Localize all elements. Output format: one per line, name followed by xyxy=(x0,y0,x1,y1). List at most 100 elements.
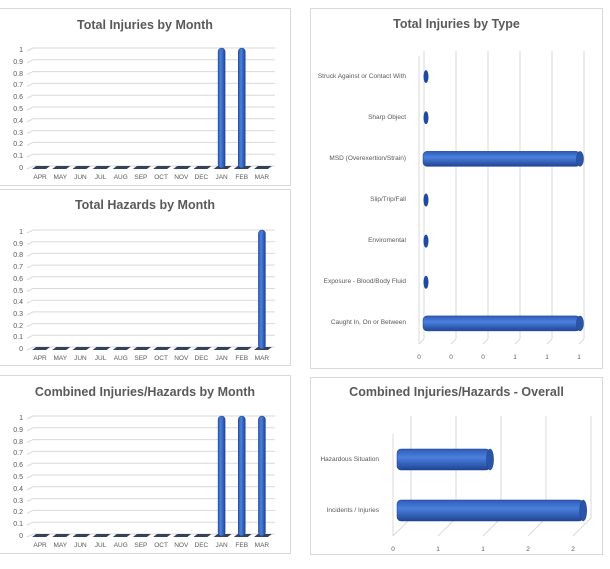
chart-title: Total Injuries by Type xyxy=(393,17,520,31)
y-axis-tick: 0.9 xyxy=(13,426,23,434)
y-axis-tick: 0.2 xyxy=(13,322,23,330)
chart-combined-overall: Combined Injuries/Hazards - Overall 0 1 1 2… xyxy=(310,377,603,555)
x-axis-tick: MAR xyxy=(254,174,270,181)
x-axis-tick: FEB xyxy=(235,542,249,549)
y-axis-tick: 0.3 xyxy=(13,497,23,505)
y-axis-tick: 0 xyxy=(19,165,23,172)
x-axis-tick: 1 xyxy=(481,546,485,553)
x-axis-tick: 0 xyxy=(391,546,395,553)
x-axis-tick: 1 xyxy=(577,354,581,361)
y-axis-tick: 0.9 xyxy=(13,58,23,66)
y-axis-tick: 0.8 xyxy=(13,70,23,78)
x-axis-tick: JUL xyxy=(94,542,107,549)
y-axis-tick: 0.5 xyxy=(13,106,23,113)
x-axis-tick: 1 xyxy=(513,354,517,361)
chart-title: Combined Injuries/Hazards by Month xyxy=(34,385,256,399)
y-axis-tick: 0.4 xyxy=(13,299,23,307)
x-axis-tick: OCT xyxy=(154,174,168,181)
x-axis-tick: SEP xyxy=(134,174,148,181)
chart-plot-area xyxy=(418,51,585,345)
y-axis-tick: 0.7 xyxy=(13,450,23,458)
x-axis-tick: 2 xyxy=(526,546,530,553)
y-axis-tick: 0.4 xyxy=(13,117,23,125)
x-axis-tick: 1 xyxy=(436,546,440,553)
y-axis-tick: 0.6 xyxy=(13,462,23,470)
category-label: Sharp Object xyxy=(368,113,406,121)
y-axis-tick: 0.5 xyxy=(13,287,23,295)
x-axis-tick: SEP xyxy=(134,355,148,362)
x-axis-tick: APR xyxy=(33,174,47,181)
x-axis-tick: APR xyxy=(33,542,47,549)
chart-injuries-by-type: Total Injuries by Type 0 0 0 1 1 1 Struck Agai… xyxy=(310,8,603,369)
y-axis-tick: 0.9 xyxy=(13,240,23,248)
category-label: Caught In, On or Between xyxy=(330,319,406,327)
y-axis-tick: 0.3 xyxy=(13,310,23,318)
x-axis-tick: JUL xyxy=(94,174,107,181)
y-axis-tick: 0.6 xyxy=(13,94,23,102)
x-axis-tick: FEB xyxy=(235,355,249,362)
x-axis-tick: 2 xyxy=(571,546,575,553)
y-axis-tick: 0 xyxy=(19,533,23,540)
x-axis-tick: MAY xyxy=(53,542,68,549)
y-axis-tick: 1 xyxy=(19,415,23,422)
chart-hazards-by-month: Total Hazards by Month 1 0.9 0.8 0.7 0.6 0.5 0… xyxy=(0,189,291,366)
y-axis-tick: 1 xyxy=(19,47,23,54)
category-label: Incidents / Injuries xyxy=(326,506,379,514)
y-axis-tick: 0.1 xyxy=(13,153,23,161)
chart-title: Combined Injuries/Hazards - Overall xyxy=(349,385,564,399)
x-axis-tick: DEC xyxy=(194,355,209,362)
x-axis-tick: DEC xyxy=(194,542,209,549)
category-label: Struck Against or Contact With xyxy=(317,72,406,80)
y-axis-tick: 0.8 xyxy=(13,438,23,446)
x-axis-tick: AUG xyxy=(113,355,128,362)
y-axis-tick: 0.7 xyxy=(13,264,23,272)
x-axis-tick: NOV xyxy=(174,542,189,549)
x-axis-tick: 0 xyxy=(449,354,453,361)
y-axis-tick: 0.8 xyxy=(13,252,23,260)
y-axis-tick: 0.6 xyxy=(13,275,23,283)
x-axis-tick: JAN xyxy=(215,542,228,549)
category-label: MSD (Overexertion/Strain) xyxy=(329,154,406,162)
x-axis-tick: JUN xyxy=(74,355,87,362)
x-axis-tick: SEP xyxy=(134,542,148,549)
x-axis-tick: OCT xyxy=(154,542,168,549)
x-axis-tick: JUN xyxy=(74,542,87,549)
category-label: Exposure - Blood/Body Fluid xyxy=(323,278,406,286)
x-axis-tick: NOV xyxy=(174,355,189,362)
y-axis-tick: 0.4 xyxy=(13,485,23,493)
chart-title: Total Hazards by Month xyxy=(74,198,216,212)
y-axis-tick: 0.5 xyxy=(13,474,23,481)
category-label: Enviromental xyxy=(368,237,406,245)
x-axis-tick: FEB xyxy=(235,174,249,181)
x-axis-tick: AUG xyxy=(113,542,128,549)
chart-combined-by-month: Combined Injuries/Hazards by Month 1 0.9 0… xyxy=(0,375,291,554)
x-axis-tick: JAN xyxy=(215,355,228,362)
x-axis-tick: MAR xyxy=(254,355,270,362)
x-axis-tick: JUL xyxy=(94,355,107,362)
x-axis-tick: 1 xyxy=(545,354,549,361)
x-axis-tick: JAN xyxy=(215,174,228,181)
x-axis-tick: APR xyxy=(33,355,47,362)
x-axis-tick: 0 xyxy=(481,354,485,361)
chart-plot-area xyxy=(26,415,275,538)
x-axis-tick: MAR xyxy=(254,542,270,549)
x-axis-tick: DEC xyxy=(194,174,209,181)
y-axis-tick: 0.1 xyxy=(13,334,23,342)
chart-plot-area xyxy=(26,47,275,170)
y-axis-tick: 0.2 xyxy=(13,141,23,149)
chart-injuries-by-month: Total Injuries by Month 1 0.9 0.8 0.7 0.6 0.5… xyxy=(0,8,291,186)
x-axis-tick: MAY xyxy=(53,174,68,181)
chart-plot-area xyxy=(26,229,275,351)
y-axis-tick: 0.7 xyxy=(13,82,23,90)
x-axis-tick: AUG xyxy=(113,174,128,181)
x-axis-tick: 0 xyxy=(417,354,421,361)
y-axis-tick: 0 xyxy=(19,346,23,353)
x-axis-tick: NOV xyxy=(174,174,189,181)
y-axis-tick: 0.2 xyxy=(13,509,23,517)
category-label: Slip/Trip/Fall xyxy=(370,196,406,203)
y-axis-tick: 0.3 xyxy=(13,129,23,137)
x-axis-tick: MAY xyxy=(53,355,68,362)
chart-title: Total Injuries by Month xyxy=(77,18,213,32)
y-axis-tick: 0.1 xyxy=(13,521,23,529)
x-axis-tick: JUN xyxy=(74,174,87,181)
